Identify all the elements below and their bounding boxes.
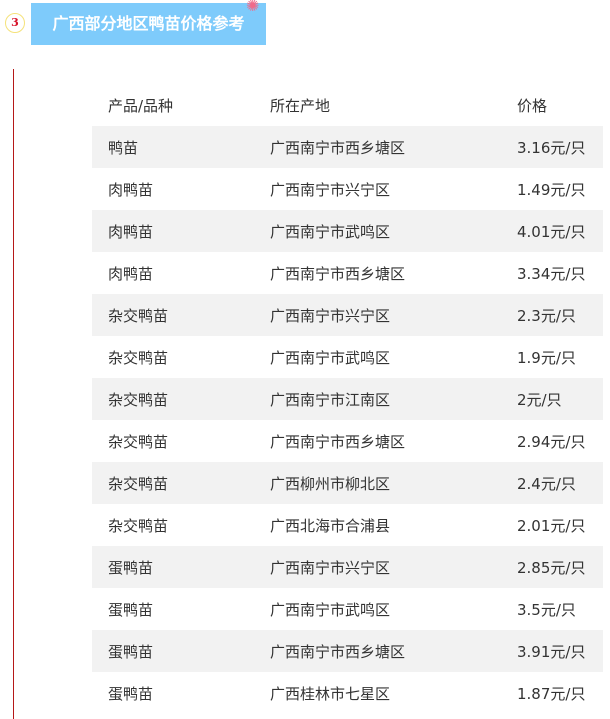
product-cell: 杂交鸭苗 (108, 516, 169, 535)
product-cell: 肉鸭苗 (108, 222, 154, 241)
left-divider (13, 69, 14, 719)
price-cell: 2.85元/只 (517, 558, 586, 577)
price-cell: 3.16元/只 (517, 138, 586, 157)
product-cell: 肉鸭苗 (108, 180, 154, 199)
price-cell: 2元/只 (517, 390, 562, 409)
product-cell: 蛋鸭苗 (108, 558, 154, 577)
origin-cell: 广西南宁市武鸣区 (270, 348, 391, 367)
table-row: 蛋鸭苗 广西南宁市兴宁区 2.85元/只 (92, 546, 603, 588)
product-cell: 杂交鸭苗 (108, 348, 169, 367)
header-origin: 所在产地 (270, 96, 331, 115)
origin-cell: 广西南宁市西乡塘区 (270, 432, 406, 451)
product-cell: 蛋鸭苗 (108, 600, 154, 619)
origin-cell: 广西南宁市兴宁区 (270, 558, 391, 577)
product-cell: 杂交鸭苗 (108, 390, 169, 409)
table-row: 杂交鸭苗 广西南宁市江南区 2元/只 (92, 378, 603, 420)
header-product: 产品/品种 (108, 96, 174, 115)
origin-cell: 广西北海市合浦县 (270, 516, 391, 535)
table-row: 杂交鸭苗 广西南宁市西乡塘区 2.94元/只 (92, 420, 603, 462)
origin-cell: 广西南宁市江南区 (270, 390, 391, 409)
price-table: 产品/品种 所在产地 价格 鸭苗 广西南宁市西乡塘区 3.16元/只 肉鸭苗 广西南宁市… (92, 84, 603, 714)
table-header: 产品/品种 所在产地 价格 (92, 84, 603, 126)
origin-cell: 广西南宁市西乡塘区 (270, 264, 406, 283)
price-cell: 2.4元/只 (517, 474, 576, 493)
origin-cell: 广西南宁市西乡塘区 (270, 138, 406, 157)
price-cell: 2.3元/只 (517, 306, 576, 325)
table-row: 肉鸭苗 广西南宁市兴宁区 1.49元/只 (92, 168, 603, 210)
price-cell: 2.01元/只 (517, 516, 586, 535)
price-cell: 1.49元/只 (517, 180, 586, 199)
price-cell: 4.01元/只 (517, 222, 586, 241)
table-row: 杂交鸭苗 广西柳州市柳北区 2.4元/只 (92, 462, 603, 504)
header-price: 价格 (517, 96, 548, 115)
section-number-badge: 3 (5, 13, 25, 33)
price-cell: 1.9元/只 (517, 348, 576, 367)
table-row: 蛋鸭苗 广西南宁市武鸣区 3.5元/只 (92, 588, 603, 630)
table-row: 蛋鸭苗 广西桂林市七星区 1.87元/只 (92, 672, 603, 714)
section-title: 广西部分地区鸭苗价格参考 (31, 3, 266, 45)
origin-cell: 广西南宁市西乡塘区 (270, 642, 406, 661)
product-cell: 肉鸭苗 (108, 264, 154, 283)
price-cell: 3.34元/只 (517, 264, 586, 283)
product-cell: 蛋鸭苗 (108, 684, 154, 703)
table-row: 蛋鸭苗 广西南宁市西乡塘区 3.91元/只 (92, 630, 603, 672)
origin-cell: 广西南宁市武鸣区 (270, 600, 391, 619)
table-row: 杂交鸭苗 广西南宁市武鸣区 1.9元/只 (92, 336, 603, 378)
table-row: 杂交鸭苗 广西北海市合浦县 2.01元/只 (92, 504, 603, 546)
firework-decoration-icon: ✺ (246, 0, 260, 15)
origin-cell: 广西南宁市武鸣区 (270, 222, 391, 241)
product-cell: 蛋鸭苗 (108, 642, 154, 661)
table-row: 肉鸭苗 广西南宁市武鸣区 4.01元/只 (92, 210, 603, 252)
table-row: 肉鸭苗 广西南宁市西乡塘区 3.34元/只 (92, 252, 603, 294)
table-row: 鸭苗 广西南宁市西乡塘区 3.16元/只 (92, 126, 603, 168)
product-cell: 杂交鸭苗 (108, 474, 169, 493)
price-cell: 1.87元/只 (517, 684, 586, 703)
origin-cell: 广西南宁市兴宁区 (270, 306, 391, 325)
product-cell: 鸭苗 (108, 138, 139, 157)
product-cell: 杂交鸭苗 (108, 306, 169, 325)
origin-cell: 广西柳州市柳北区 (270, 474, 391, 493)
origin-cell: 广西南宁市兴宁区 (270, 180, 391, 199)
product-cell: 杂交鸭苗 (108, 432, 169, 451)
price-cell: 3.5元/只 (517, 600, 576, 619)
table-row: 杂交鸭苗 广西南宁市兴宁区 2.3元/只 (92, 294, 603, 336)
origin-cell: 广西桂林市七星区 (270, 684, 391, 703)
price-cell: 2.94元/只 (517, 432, 586, 451)
price-cell: 3.91元/只 (517, 642, 586, 661)
